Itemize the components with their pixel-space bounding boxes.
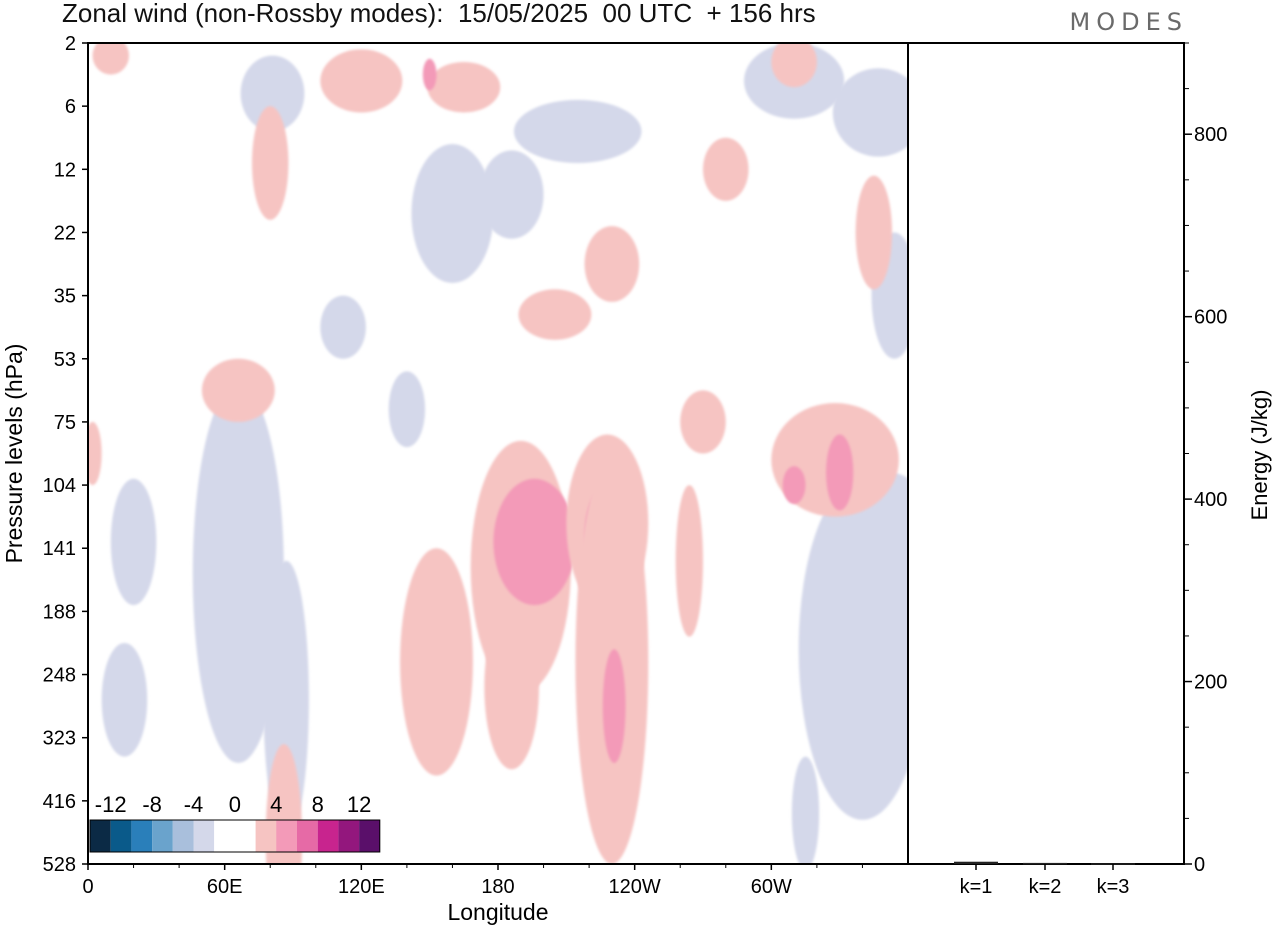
energy-tick-label: 0 bbox=[1194, 854, 1205, 876]
colorbar-swatch bbox=[193, 820, 215, 852]
x-tick-label: 120E bbox=[338, 876, 385, 898]
axes: 2 6 12 22 35 53 75 104 141 188 248 323 416 528 Pressur… bbox=[1, 33, 1185, 925]
westerly-anomaly-blob bbox=[584, 226, 640, 302]
colorbar-tick-label: 12 bbox=[347, 792, 371, 817]
y-tick-label: 188 bbox=[43, 601, 76, 623]
x-tick-label: 60E bbox=[207, 876, 243, 898]
energy-axis-label: Energy (J/kg) bbox=[1247, 390, 1272, 521]
y-tick-label: 416 bbox=[43, 791, 76, 813]
westerly-anomaly-blob bbox=[826, 434, 854, 511]
colorbar-swatch bbox=[152, 820, 173, 852]
y-tick-label: 75 bbox=[54, 412, 76, 434]
energy-panel: 0 200 400 600 800 Energy (J/kg) k=1 k=2 k=3 bbox=[954, 42, 1272, 898]
westerly-anomaly-blob bbox=[782, 466, 806, 505]
chart-title: Zonal wind (non-Rossby modes): 15/05/202… bbox=[62, 0, 816, 28]
energy-bar bbox=[954, 861, 998, 864]
energy-category-label: k=2 bbox=[1029, 876, 1062, 898]
westerly-anomaly-blob bbox=[602, 649, 626, 763]
y-tick-label: 22 bbox=[54, 222, 76, 244]
y-tick-label: 35 bbox=[54, 286, 76, 308]
x-tick-label: 180 bbox=[481, 876, 514, 898]
easterly-anomaly-blob bbox=[192, 384, 284, 763]
easterly-anomaly-blob bbox=[240, 55, 305, 132]
westerly-anomaly-blob bbox=[675, 485, 703, 637]
colorbar-tick-label: 8 bbox=[312, 792, 324, 817]
energy-tick-label: 400 bbox=[1194, 489, 1227, 511]
colorbar-swatch bbox=[255, 820, 277, 852]
easterly-anomaly-blob bbox=[513, 99, 642, 163]
colorbar-swatch bbox=[110, 820, 132, 852]
easterly-anomaly-blob bbox=[388, 371, 426, 448]
westerly-anomaly-blob bbox=[320, 49, 403, 113]
y-tick-label: 53 bbox=[54, 349, 76, 371]
x-axis-label: Longitude bbox=[447, 899, 548, 925]
y-tick-label: 6 bbox=[65, 96, 76, 118]
colorbar-tick-label: 0 bbox=[229, 792, 241, 817]
colorbar-swatch bbox=[317, 820, 339, 852]
easterly-anomaly-blob bbox=[479, 150, 544, 239]
energy-category-label: k=1 bbox=[960, 876, 993, 898]
easterly-anomaly-blob bbox=[101, 642, 148, 757]
contour-field bbox=[88, 43, 908, 864]
westerly-anomaly-blob bbox=[703, 137, 749, 201]
westerly-anomaly-blob bbox=[771, 43, 817, 88]
westerly-anomaly-blob bbox=[252, 106, 289, 220]
energy-tick-label: 200 bbox=[1194, 672, 1227, 694]
colorbar-swatch bbox=[234, 820, 256, 852]
colorbar-swatch bbox=[90, 820, 111, 852]
y-tick-label: 141 bbox=[43, 538, 76, 560]
colorbar-tick-label: -12 bbox=[95, 792, 127, 817]
westerly-anomaly-blob bbox=[518, 289, 592, 340]
y-tick-label: 323 bbox=[43, 728, 76, 750]
colorbar-tick-label: 4 bbox=[270, 792, 282, 817]
energy-bar bbox=[1023, 862, 1067, 865]
colorbar-tick-label: -4 bbox=[184, 792, 204, 817]
colorbar-swatch bbox=[297, 820, 318, 852]
y-tick-label: 248 bbox=[43, 665, 76, 687]
colorbar-swatch bbox=[359, 820, 380, 852]
colorbar-swatch bbox=[276, 820, 297, 852]
easterly-anomaly-blob bbox=[832, 68, 908, 157]
westerly-anomaly-blob bbox=[427, 61, 501, 113]
westerly-anomaly-blob bbox=[201, 358, 275, 422]
y-tick-label: 104 bbox=[43, 475, 76, 497]
westerly-anomaly-blob bbox=[484, 605, 539, 770]
energy-tick-label: 600 bbox=[1194, 307, 1227, 329]
colorbar-swatch bbox=[214, 820, 235, 852]
westerly-anomaly-blob bbox=[88, 421, 102, 486]
energy-tick-label: 800 bbox=[1194, 124, 1227, 146]
colorbar-tick-label: -8 bbox=[142, 792, 162, 817]
westerly-anomaly-blob bbox=[855, 175, 893, 290]
y-tick-label: 528 bbox=[43, 854, 76, 876]
easterly-anomaly-blob bbox=[110, 478, 157, 606]
westerly-anomaly-blob bbox=[422, 58, 437, 91]
x-tick-label: 0 bbox=[82, 876, 93, 898]
easterly-anomaly-blob bbox=[411, 144, 494, 283]
x-tick-label: 120W bbox=[609, 876, 661, 898]
easterly-anomaly-blob bbox=[320, 295, 366, 359]
x-tick-label: 60W bbox=[751, 876, 792, 898]
westerly-anomaly-blob bbox=[400, 548, 473, 776]
westerly-anomaly-blob bbox=[92, 43, 129, 75]
westerly-anomaly-blob bbox=[493, 478, 576, 606]
colorbar-swatch bbox=[172, 820, 194, 852]
colorbar-frame bbox=[89, 819, 381, 853]
westerly-anomaly-blob bbox=[680, 390, 726, 454]
colorbar: -12 -8 -4 0 4 8 12 bbox=[89, 792, 381, 853]
colorbar-swatch bbox=[131, 820, 153, 852]
modes-logo: MODES bbox=[1069, 8, 1188, 36]
y-tick-label: 12 bbox=[54, 159, 76, 181]
easterly-anomaly-blob bbox=[791, 756, 820, 864]
y-axis-label: Pressure levels (hPa) bbox=[1, 344, 27, 564]
colorbar-swatch bbox=[338, 820, 360, 852]
energy-category-label: k=3 bbox=[1097, 876, 1130, 898]
y-tick-label: 2 bbox=[65, 33, 76, 55]
